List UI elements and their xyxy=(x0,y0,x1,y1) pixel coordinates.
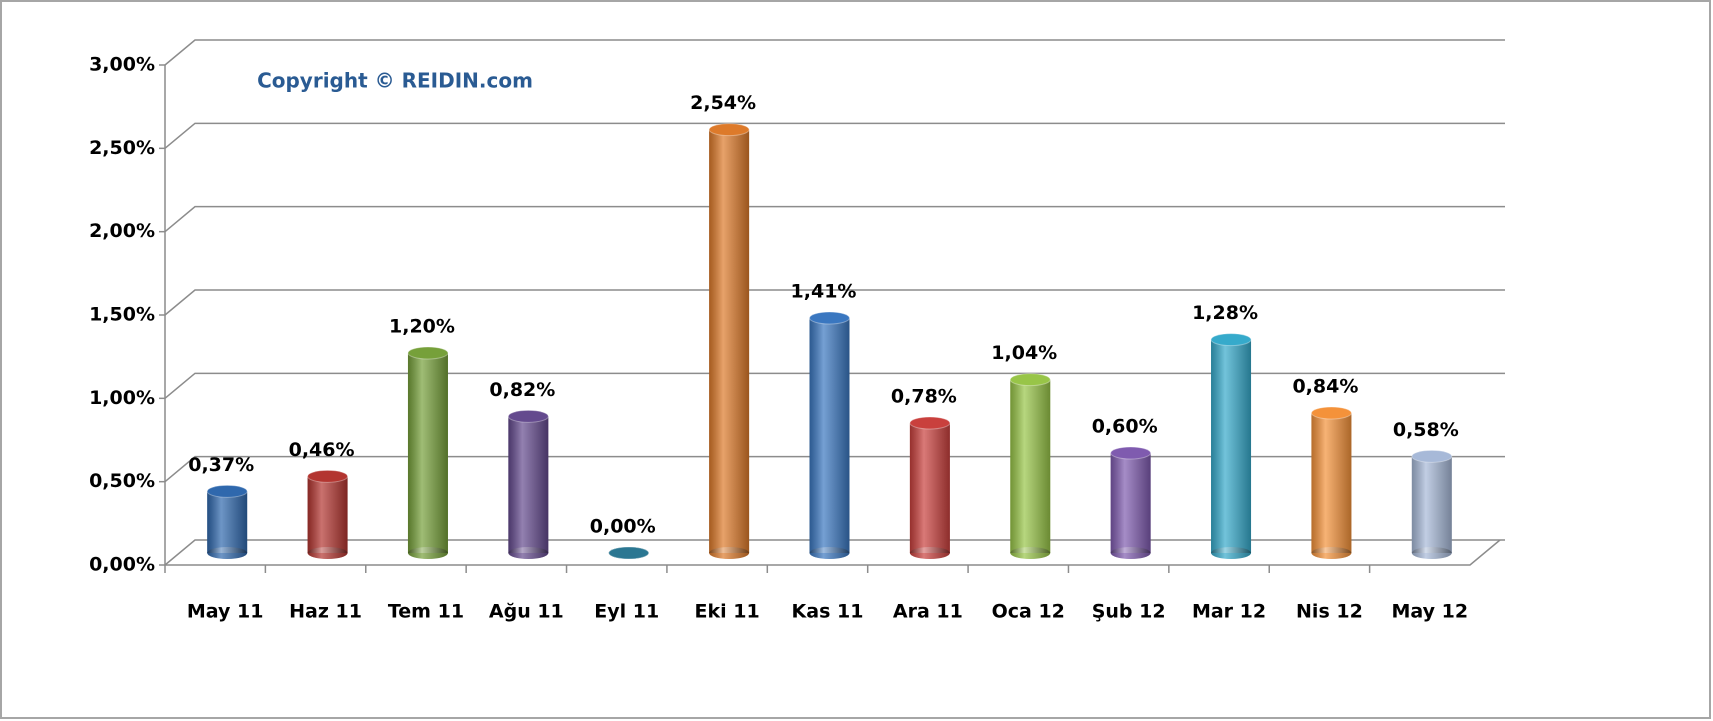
bar-top xyxy=(909,416,951,430)
x-tick-label: Nis 12 xyxy=(1296,601,1363,623)
bar-shade xyxy=(1311,413,1352,553)
x-tick-label: Tem 11 xyxy=(388,601,464,623)
grid-line xyxy=(164,39,1505,66)
bar-shade xyxy=(1411,456,1452,553)
value-label: 0,46% xyxy=(289,439,355,461)
bar-shade xyxy=(809,318,850,553)
x-tick-label: Oca 12 xyxy=(992,601,1065,623)
x-tick-label: Haz 11 xyxy=(289,601,362,623)
y-tick-label: 2,00% xyxy=(89,220,155,242)
bar-base-shade xyxy=(1010,547,1051,559)
bar-base-shade xyxy=(307,547,348,559)
value-label: 0,60% xyxy=(1092,416,1158,438)
bar-top xyxy=(1009,373,1051,387)
value-label: 0,00% xyxy=(590,516,656,538)
bar-base-shade xyxy=(508,547,549,559)
y-tick-label: 0,50% xyxy=(89,470,155,492)
bar-base-shade xyxy=(1311,547,1352,559)
bar-shade xyxy=(909,423,950,553)
x-tick-label: Ara 11 xyxy=(893,601,963,623)
bar-top xyxy=(1210,333,1252,347)
bar-top xyxy=(1310,406,1352,420)
x-tick-label: Mar 12 xyxy=(1192,601,1266,623)
value-label: 1,20% xyxy=(389,316,455,338)
bar-shade xyxy=(1010,379,1051,553)
y-tick-label: 1,00% xyxy=(89,387,155,409)
y-tick-label: 2,50% xyxy=(89,137,155,159)
x-tick-label: Eki 11 xyxy=(695,601,760,623)
bar-top xyxy=(1411,449,1453,463)
bar-shade xyxy=(1110,453,1151,553)
bar-base-shade xyxy=(1110,547,1151,559)
x-tick-label: Şub 12 xyxy=(1092,601,1166,623)
bar-base-shade xyxy=(909,547,950,559)
grid-line xyxy=(164,539,1505,566)
value-label: 2,54% xyxy=(690,92,756,114)
bar-top xyxy=(206,484,248,498)
bar-base-shade xyxy=(407,547,448,559)
x-tick-label: May 11 xyxy=(187,601,264,623)
bar-top xyxy=(507,409,549,423)
bar-shade xyxy=(407,353,448,553)
value-label: 0,84% xyxy=(1292,376,1358,398)
copyright: Copyright © REIDIN.com xyxy=(257,69,533,93)
grid-line xyxy=(164,372,1505,399)
bar-base-shade xyxy=(1411,547,1452,559)
bar-top xyxy=(407,346,449,360)
bar-base-shade xyxy=(207,547,248,559)
value-label: 0,37% xyxy=(188,454,254,476)
value-label: 1,04% xyxy=(991,342,1057,364)
bar-top xyxy=(608,546,650,560)
bar-shade xyxy=(307,476,348,553)
x-tick-label: May 12 xyxy=(1392,601,1469,623)
bar-base-shade xyxy=(809,547,850,559)
value-label: 0,82% xyxy=(489,379,555,401)
x-tick-label: Kas 11 xyxy=(792,601,864,623)
value-label: 0,58% xyxy=(1393,419,1459,441)
bar-shade xyxy=(508,416,549,553)
value-label: 0,78% xyxy=(891,386,957,408)
y-tick-label: 0,00% xyxy=(89,554,155,576)
y-tick-label: 1,50% xyxy=(89,304,155,326)
value-label: 1,41% xyxy=(791,281,857,303)
grid-line xyxy=(164,205,1505,233)
bar-shade xyxy=(1211,339,1252,553)
bar-top xyxy=(809,311,850,325)
bar-top xyxy=(307,469,349,483)
grid-line xyxy=(164,455,1505,483)
bar-shade xyxy=(207,491,248,553)
y-tick-label: 3,00% xyxy=(89,54,155,76)
bar-shade xyxy=(709,129,750,553)
value-label: 1,28% xyxy=(1192,302,1258,324)
bar-base-shade xyxy=(709,547,750,559)
grid-line xyxy=(164,289,1505,316)
bar-top xyxy=(1110,446,1152,460)
x-tick-label: Ağu 11 xyxy=(489,601,564,623)
x-tick-label: Eyl 11 xyxy=(594,601,659,623)
grid-line xyxy=(164,122,1505,149)
bar-top xyxy=(708,123,750,137)
bar-base-shade xyxy=(1211,547,1252,559)
